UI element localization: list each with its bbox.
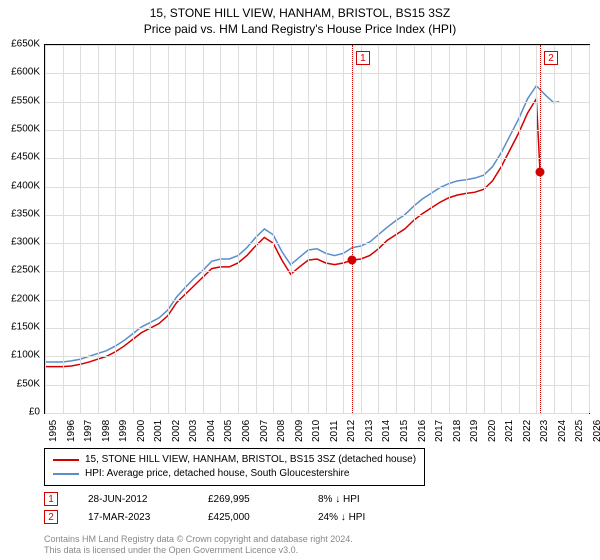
y-axis-tick-label: £450K [0,152,40,163]
sale-pct-vs-hpi: 8% ↓ HPI [318,494,408,505]
sale-pct-vs-hpi: 24% ↓ HPI [318,512,408,523]
x-axis-tick-label: 2025 [574,420,585,442]
y-axis-tick-label: £550K [0,95,40,106]
y-axis-tick-label: £100K [0,350,40,361]
x-axis-tick-label: 2023 [539,420,550,442]
x-axis-tick-label: 2001 [153,420,164,442]
x-axis-tick-label: 2007 [259,420,270,442]
chart-plot-area: 12 [44,44,590,414]
x-axis-tick-label: 2005 [223,420,234,442]
sale-price: £269,995 [208,494,288,505]
y-axis-tick-label: £650K [0,39,40,50]
y-axis-tick-label: £200K [0,293,40,304]
x-axis-tick-label: 2026 [592,420,600,442]
legend-label-hpi: HPI: Average price, detached house, Sout… [85,467,349,481]
y-axis-tick-label: £400K [0,180,40,191]
x-axis-tick-label: 2020 [487,420,498,442]
attribution: Contains HM Land Registry data © Crown c… [44,534,353,556]
x-axis-tick-label: 2006 [241,420,252,442]
x-axis-tick-label: 2019 [469,420,480,442]
legend-swatch-property [53,459,79,461]
x-axis-tick-label: 2000 [136,420,147,442]
sale-row: 1 28-JUN-2012 £269,995 8% ↓ HPI [44,490,590,508]
sale-date: 17-MAR-2023 [88,512,178,523]
x-axis-tick-label: 2022 [522,420,533,442]
sale-index: 2 [44,510,58,524]
x-axis-tick-label: 2012 [346,420,357,442]
y-axis-tick-label: £300K [0,237,40,248]
chart-title-2: Price paid vs. HM Land Registry's House … [0,22,600,36]
x-axis-tick-label: 1995 [48,420,59,442]
x-axis-tick-label: 1999 [118,420,129,442]
chart-legend: 15, STONE HILL VIEW, HANHAM, BRISTOL, BS… [44,448,425,486]
sale-index: 1 [44,492,58,506]
sale-price: £425,000 [208,512,288,523]
y-axis-tick-label: £0 [0,407,40,418]
sale-marker-index: 1 [356,51,370,65]
x-axis-tick-label: 2003 [188,420,199,442]
sale-marker-dot [347,256,356,265]
x-axis-tick-label: 2017 [434,420,445,442]
sale-marker-index: 2 [544,51,558,65]
legend-label-property: 15, STONE HILL VIEW, HANHAM, BRISTOL, BS… [85,453,416,467]
x-axis-tick-label: 2008 [276,420,287,442]
y-axis-tick-label: £500K [0,123,40,134]
x-axis-tick-label: 2013 [364,420,375,442]
x-axis-tick-label: 2024 [557,420,568,442]
x-axis-tick-label: 2021 [504,420,515,442]
x-axis-tick-label: 1998 [101,420,112,442]
x-axis-tick-label: 2018 [452,420,463,442]
sale-row: 2 17-MAR-2023 £425,000 24% ↓ HPI [44,508,590,526]
x-axis-tick-label: 2011 [329,420,340,442]
y-axis-tick-label: £50K [0,378,40,389]
sale-marker-line [352,45,353,413]
y-axis-tick-label: £350K [0,208,40,219]
y-axis-tick-label: £250K [0,265,40,276]
x-axis-tick-label: 2014 [381,420,392,442]
legend-swatch-hpi [53,473,79,475]
x-axis-tick-label: 2009 [294,420,305,442]
sale-marker-dot [536,168,545,177]
x-axis-tick-label: 2002 [171,420,182,442]
x-axis-tick-label: 1996 [66,420,77,442]
attribution-line-1: Contains HM Land Registry data © Crown c… [44,534,353,545]
y-axis-tick-label: £600K [0,67,40,78]
chart-svg [45,45,589,413]
x-axis-tick-label: 2004 [206,420,217,442]
sale-date: 28-JUN-2012 [88,494,178,505]
x-axis-tick-label: 2010 [311,420,322,442]
sales-table: 1 28-JUN-2012 £269,995 8% ↓ HPI 2 17-MAR… [44,490,590,526]
sale-marker-line [540,45,541,413]
x-axis-tick-label: 2015 [399,420,410,442]
y-axis-tick-label: £150K [0,322,40,333]
chart-title-1: 15, STONE HILL VIEW, HANHAM, BRISTOL, BS… [0,6,600,20]
series-line-hpi [45,86,559,362]
attribution-line-2: This data is licensed under the Open Gov… [44,545,353,556]
x-axis-tick-label: 2016 [417,420,428,442]
x-axis-tick-label: 1997 [83,420,94,442]
